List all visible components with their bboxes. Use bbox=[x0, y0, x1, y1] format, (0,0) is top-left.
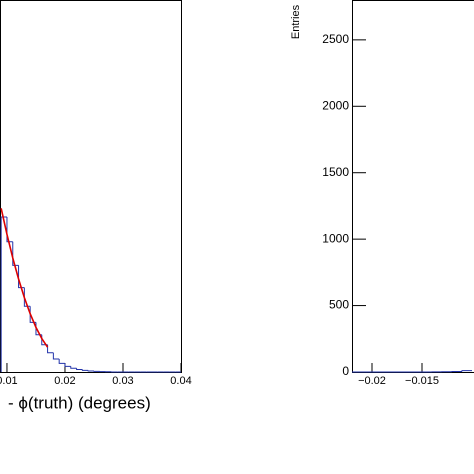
x-tick-label: −0.015 bbox=[405, 375, 439, 387]
y-tick-label: 500 bbox=[329, 298, 349, 312]
histogram-bin bbox=[18, 265, 25, 289]
histogram-bin bbox=[6, 217, 13, 243]
x-tick-label: 0.03 bbox=[112, 375, 133, 387]
histogram-bin bbox=[0, 216, 7, 372]
y-tick-label: 0 bbox=[342, 364, 349, 378]
histogram-bin bbox=[64, 363, 71, 367]
histogram-bin bbox=[12, 241, 19, 266]
plot-frame bbox=[0, 0, 182, 373]
y-axis-label: Entries bbox=[290, 4, 302, 39]
histogram-bin bbox=[58, 358, 65, 364]
x-tick-label: 0.01 bbox=[0, 375, 18, 387]
x-tick-label: 0.04 bbox=[170, 375, 191, 387]
histogram-bin bbox=[76, 368, 83, 371]
histogram-bin bbox=[70, 366, 77, 369]
y-tick-label: 2500 bbox=[322, 32, 349, 46]
fit-curve bbox=[0, 208, 49, 348]
x-tick-label: −0.02 bbox=[358, 375, 386, 387]
x-tick-label: 0.02 bbox=[54, 375, 75, 387]
histogram-bin bbox=[52, 352, 60, 360]
y-tick-label: 2000 bbox=[322, 98, 349, 112]
histogram-bin bbox=[47, 344, 54, 354]
y-tick-label: 1500 bbox=[322, 165, 349, 179]
histogram-bin bbox=[81, 369, 89, 371]
x-axis-label: - ϕ(truth) (degrees) bbox=[8, 393, 151, 412]
y-tick-label: 1000 bbox=[322, 231, 349, 245]
histogram-bin bbox=[87, 370, 94, 372]
plot-frame bbox=[352, 0, 474, 373]
histogram-bin bbox=[461, 370, 472, 372]
